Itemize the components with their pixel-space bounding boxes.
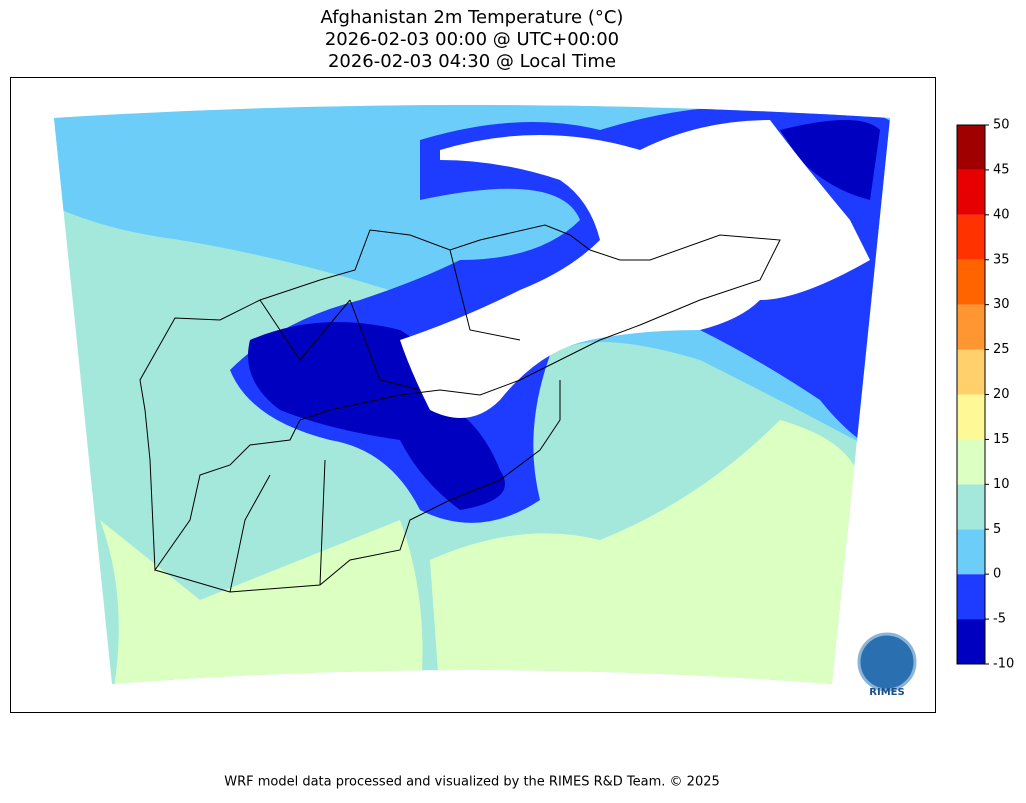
colorbar-segment xyxy=(957,394,985,440)
logo-emblem xyxy=(857,632,917,692)
field-10-15 xyxy=(430,420,860,684)
field-neg10-neg5 xyxy=(248,322,505,510)
colorbar-segment xyxy=(957,484,985,530)
colorbar-segment xyxy=(957,214,985,260)
colorbar-tick-label: 30 xyxy=(993,297,1010,312)
colorbar-segment xyxy=(957,619,985,664)
colorbar: -10 -5 0 5 10 15 20 25 30 35 40 45 50 xyxy=(956,118,1014,672)
field-below-range xyxy=(400,120,870,418)
colorbar-segment xyxy=(957,574,985,620)
colorbar-tick-label: 5 xyxy=(993,522,1001,537)
colorbar-tick-label: 25 xyxy=(993,342,1010,357)
logo-label: RIMES xyxy=(869,687,904,698)
title-line: 2026-02-03 00:00 @ UTC+00:00 xyxy=(325,29,619,50)
colorbar-tick-label: -10 xyxy=(993,657,1014,672)
country-borders xyxy=(139,224,781,593)
colorbar-segment xyxy=(957,439,985,485)
colorbar-tick-label: 50 xyxy=(993,118,1010,133)
colorbar-segment xyxy=(957,304,985,350)
colorbar-segment xyxy=(957,529,985,575)
colorbar-tick-label: 40 xyxy=(993,207,1010,222)
title-line: Afghanistan 2m Temperature (°C) xyxy=(321,7,624,28)
logo: RIMES xyxy=(857,632,917,698)
colorbar-segment xyxy=(957,259,985,305)
province-borders xyxy=(154,249,561,593)
colorbar-tick-label: 10 xyxy=(993,477,1010,492)
colorbar-tick-label: 35 xyxy=(993,252,1010,267)
colorbar-tick-label: 20 xyxy=(993,387,1010,402)
colorbar-tick-label: -5 xyxy=(993,612,1006,627)
footer: WRF model data processed and visualized … xyxy=(224,775,720,790)
colorbar-tick-label: 0 xyxy=(993,567,1001,582)
colorbar-segment xyxy=(957,169,985,215)
colorbar-segment xyxy=(957,349,985,395)
field-10-15 xyxy=(100,520,423,684)
colorbar-tick-label: 45 xyxy=(993,162,1010,177)
colorbar-tick-label: 15 xyxy=(993,432,1010,447)
colorbar-segment xyxy=(957,125,985,170)
temperature-field xyxy=(54,105,890,684)
field-neg10-neg5 xyxy=(780,120,880,200)
title-line: 2026-02-03 04:30 @ Local Time xyxy=(328,51,616,72)
